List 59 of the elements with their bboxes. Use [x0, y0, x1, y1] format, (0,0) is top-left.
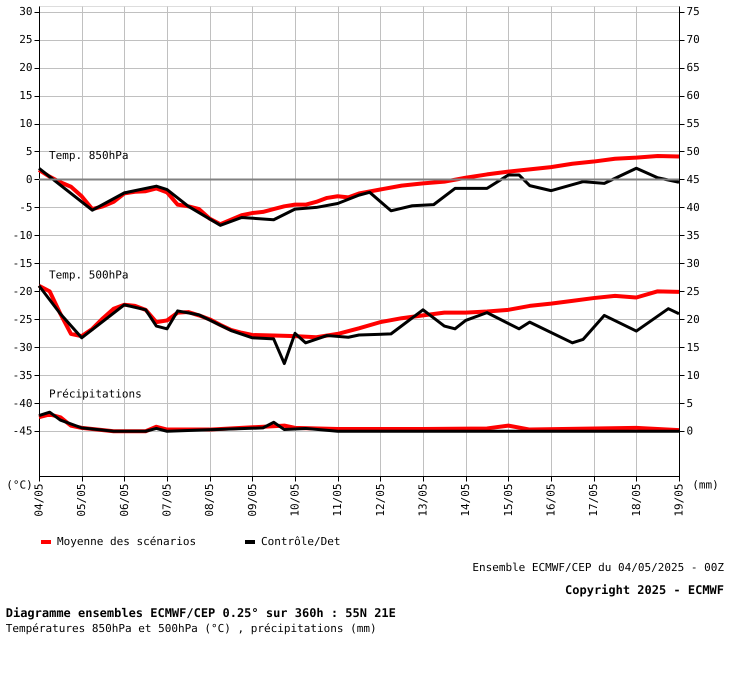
y-tick-label: 30	[19, 5, 32, 18]
y2-tick-label: 50	[686, 144, 700, 158]
y2-tick-label: 70	[686, 33, 700, 46]
y2-tick-label: 40	[686, 200, 700, 214]
annotation: Précipitations	[49, 388, 142, 401]
y-tick-label: 5	[26, 144, 32, 158]
x-tick-label: 17/05	[587, 484, 600, 517]
x-tick-label: 05/05	[75, 484, 88, 517]
y-tick-label: -5	[19, 200, 32, 214]
y-tick-label: 15	[19, 89, 32, 102]
x-tick-label: 09/05	[246, 484, 259, 517]
y-tick-label: -40	[12, 396, 32, 410]
x-tick-label: 19/05	[672, 484, 686, 517]
x-tick-label: 10/05	[288, 484, 302, 517]
y-tick-label: 0	[26, 172, 32, 186]
y-tick-label: -45	[12, 424, 32, 438]
x-tick-label: 08/05	[203, 484, 216, 517]
legend-label: Contrôle/Det	[261, 535, 340, 548]
y-tick-label: -10	[12, 228, 32, 242]
x-tick-label: 16/05	[544, 484, 558, 517]
annotation: Temp. 850hPa	[49, 148, 128, 162]
y2-axis-title: (mm)	[692, 478, 719, 492]
y2-tick-label: 55	[686, 117, 700, 130]
y2-tick-label: 30	[686, 256, 700, 270]
y2-tick-label: 10	[686, 368, 700, 382]
text: Ensemble ECMWF/CEP du 04/05/2025 - 00Z	[472, 561, 724, 574]
x-tick-label: 18/05	[630, 484, 643, 517]
x-tick-label: 07/05	[160, 484, 174, 517]
y2-tick-label: 60	[686, 89, 700, 102]
y-tick-label: -15	[12, 256, 32, 270]
x-tick-label: 11/05	[331, 484, 344, 517]
x-tick-label: 14/05	[459, 484, 472, 517]
y2-tick-label: 20	[686, 312, 700, 326]
x-tick-label: 06/05	[118, 484, 131, 517]
x-tick-label: 15/05	[502, 484, 515, 517]
y2-tick-label: 25	[686, 284, 700, 298]
annotation: Temp. 500hPa	[49, 268, 128, 282]
y-axis-title: (°C)	[6, 478, 33, 492]
y2-tick-label: 5	[686, 396, 694, 410]
y-tick-label: 25	[19, 33, 32, 46]
legend-label: Moyenne des scénarios	[57, 535, 196, 548]
y2-tick-label: 65	[686, 61, 700, 74]
y-tick-label: -30	[12, 340, 32, 354]
y2-tick-label: 75	[686, 5, 700, 18]
text: Copyright 2025 - ECMWF	[565, 583, 724, 597]
y-tick-label: -25	[12, 312, 32, 326]
y2-tick-label: 35	[686, 228, 700, 242]
y-tick-label: -35	[12, 368, 32, 382]
text: Températures 850hPa et 500hPa (°C) , précipitations (mm)	[6, 622, 377, 635]
y-tick-label: -20	[12, 284, 32, 298]
y2-tick-label: 0	[686, 424, 694, 438]
y-tick-label: 20	[19, 61, 32, 74]
y-tick-label: 10	[19, 117, 32, 130]
x-tick-label: 13/05	[416, 484, 430, 517]
x-tick-label: 04/05	[32, 484, 46, 517]
x-tick-label: 12/05	[374, 484, 387, 517]
y2-tick-label: 45	[686, 172, 700, 186]
y2-tick-label: 15	[686, 340, 700, 354]
text: Diagramme ensembles ECMWF/CEP 0.25° sur 360h : 55N 21E	[6, 606, 396, 620]
